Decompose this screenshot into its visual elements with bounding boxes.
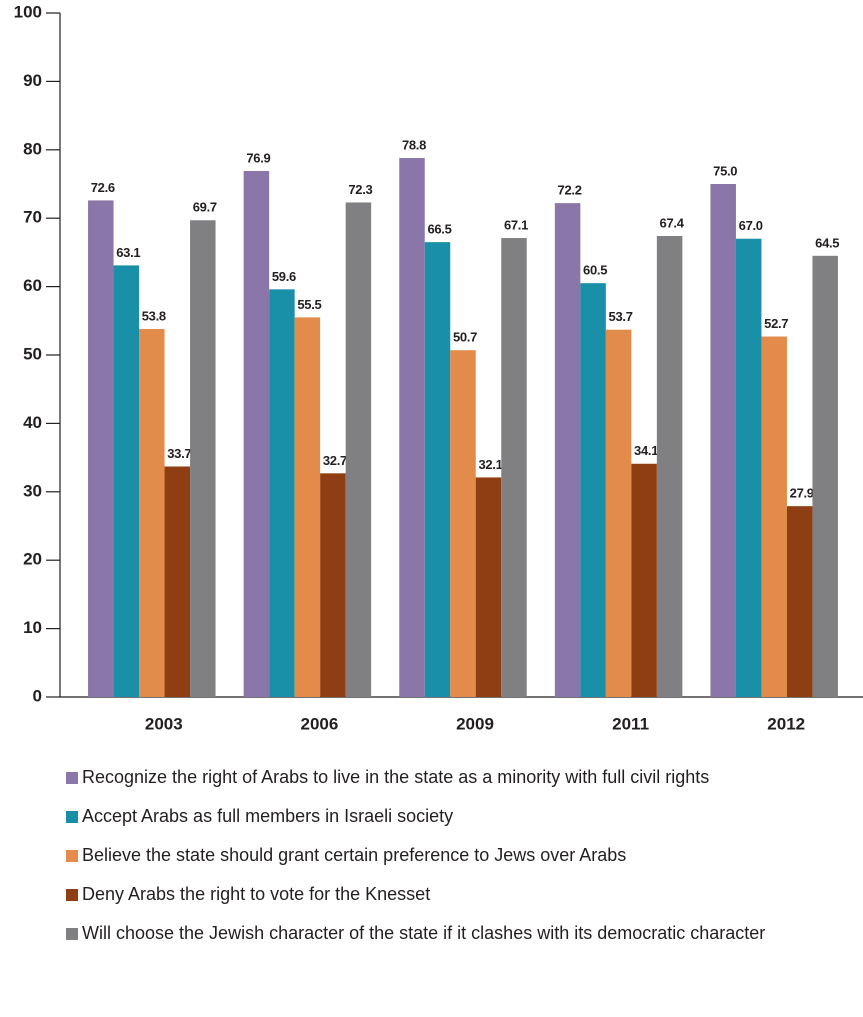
value-label: 53.7	[609, 309, 633, 324]
y-tick-label: 60	[23, 276, 42, 295]
bar	[450, 350, 476, 697]
bar	[631, 463, 657, 697]
y-tick-label: 80	[23, 139, 42, 158]
legend-label: Accept Arabs as full members in Israeli …	[82, 806, 454, 826]
value-label: 72.6	[91, 180, 115, 195]
legend-item: Recognize the right of Arabs to live in …	[62, 762, 832, 792]
y-tick-label: 20	[23, 550, 42, 569]
bar	[501, 238, 527, 697]
legend-item: Accept Arabs as full members in Israeli …	[62, 801, 832, 831]
y-tick-label: 90	[23, 71, 42, 90]
legend-swatch	[66, 811, 78, 823]
x-tick-label: 2011	[612, 714, 649, 733]
legend-swatch	[66, 772, 78, 784]
bar	[88, 200, 114, 697]
legend-swatch	[66, 889, 78, 901]
y-tick-label: 10	[23, 618, 42, 637]
y-tick-label: 30	[23, 481, 42, 500]
value-label: 75.0	[713, 163, 737, 178]
bar	[399, 158, 425, 697]
legend-item: Deny Arabs the right to vote for the Kne…	[62, 879, 832, 909]
value-label: 27.9	[790, 486, 814, 501]
bar	[554, 203, 581, 698]
value-label: 50.7	[453, 330, 477, 345]
legend-label: Recognize the right of Arabs to live in …	[82, 767, 710, 787]
bar	[190, 220, 216, 697]
value-label: 66.5	[427, 222, 451, 237]
value-label: 72.3	[348, 182, 372, 197]
value-label: 34.1	[634, 443, 658, 458]
bar	[294, 317, 321, 697]
value-label: 67.1	[504, 217, 528, 232]
value-label: 55.5	[297, 297, 321, 312]
bar	[269, 289, 295, 697]
bar	[812, 255, 838, 697]
bar	[735, 238, 762, 697]
value-label: 52.7	[764, 316, 788, 331]
legend-item: Believe the state should grant certain p…	[62, 840, 832, 870]
bar	[475, 477, 502, 697]
y-tick-label: 0	[33, 686, 42, 705]
value-label: 69.7	[193, 200, 217, 215]
value-label: 32.1	[478, 457, 502, 472]
chart: 0 10 20 30 40 50 60 70 80 90 100 2003 72.6 63.1 53.8 33…	[14, 2, 863, 733]
bar	[139, 329, 165, 697]
bar	[786, 506, 813, 697]
legend-label: Believe the state should grant certain p…	[82, 845, 627, 865]
bar	[345, 202, 372, 697]
bar	[761, 336, 787, 697]
bar	[243, 171, 270, 697]
x-tick-label: 2006	[300, 714, 338, 733]
y-tick-label: 50	[23, 344, 42, 363]
legend-swatch	[66, 928, 78, 940]
bar	[580, 283, 606, 697]
value-label: 78.8	[402, 137, 426, 152]
y-tick-label: 40	[23, 413, 42, 432]
value-label: 59.6	[272, 269, 296, 284]
x-tick-label: 2003	[145, 714, 183, 733]
bar	[656, 235, 683, 697]
y-tick-label: 100	[14, 2, 42, 21]
bar	[710, 184, 736, 697]
value-label: 33.7	[167, 446, 191, 461]
bar	[605, 329, 632, 697]
value-label: 63.1	[116, 245, 140, 260]
value-label: 64.5	[815, 235, 839, 250]
legend: Recognize the right of Arabs to live in …	[62, 762, 832, 957]
bar	[320, 473, 346, 697]
x-tick-label: 2012	[767, 714, 805, 733]
value-label: 72.2	[558, 183, 582, 198]
legend-item: Will choose the Jewish character of the …	[62, 918, 832, 948]
value-label: 67.0	[739, 218, 763, 233]
value-label: 32.7	[323, 453, 347, 468]
legend-label: Deny Arabs the right to vote for the Kne…	[82, 884, 431, 904]
value-label: 67.4	[660, 215, 685, 230]
legend-label: Will choose the Jewish character of the …	[82, 923, 766, 943]
legend-swatch	[66, 850, 78, 862]
value-label: 76.9	[246, 150, 270, 165]
bar	[424, 242, 451, 697]
x-tick-label: 2009	[456, 714, 494, 733]
y-tick-label: 70	[23, 208, 42, 227]
value-label: 53.8	[142, 308, 166, 323]
value-label: 60.5	[583, 263, 607, 278]
bar	[113, 265, 140, 697]
bar	[164, 466, 191, 697]
